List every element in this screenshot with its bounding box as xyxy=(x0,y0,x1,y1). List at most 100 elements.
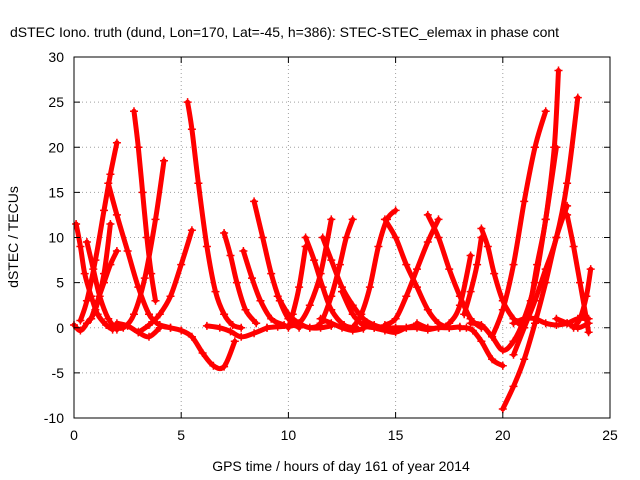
data-point xyxy=(100,206,108,215)
data-point xyxy=(338,323,346,332)
data-point xyxy=(134,143,143,152)
data-point xyxy=(563,210,572,219)
data-point xyxy=(267,314,276,323)
data-series-10 xyxy=(185,99,244,331)
data-point xyxy=(166,323,175,332)
data-point xyxy=(295,319,304,328)
y-tick-label: 0 xyxy=(56,320,64,336)
data-point xyxy=(72,220,81,228)
data-point xyxy=(359,319,368,328)
data-series-41 xyxy=(571,266,594,331)
x-tick-label: 15 xyxy=(388,427,404,443)
data-point xyxy=(198,349,207,357)
x-axis-label: GPS time / hours of day 161 of year 2014 xyxy=(212,458,470,474)
data-point xyxy=(460,310,469,319)
y-tick-label: 25 xyxy=(48,94,64,110)
data-point xyxy=(391,314,400,323)
data-point xyxy=(509,382,518,391)
data-point xyxy=(488,332,497,341)
data-point xyxy=(155,310,164,319)
data-point xyxy=(327,292,336,301)
data-point xyxy=(258,233,267,242)
y-axis-label: dSTEC / TECUs xyxy=(5,186,21,288)
data-point xyxy=(509,260,518,269)
data-point xyxy=(466,287,475,296)
data-point xyxy=(142,233,151,242)
data-point xyxy=(220,310,229,319)
data-point xyxy=(187,125,196,134)
data-point xyxy=(151,296,160,305)
data-point xyxy=(348,310,357,319)
data-point xyxy=(239,247,248,255)
data-point xyxy=(237,332,246,341)
series-layer xyxy=(70,66,595,413)
data-point xyxy=(100,278,108,287)
data-point xyxy=(402,292,411,301)
data-point xyxy=(267,269,276,278)
data-point xyxy=(477,224,486,233)
data-series-29 xyxy=(425,212,484,331)
data-point xyxy=(202,321,211,330)
data-point xyxy=(391,323,400,332)
data-point xyxy=(215,323,224,332)
data-point xyxy=(301,233,310,242)
data-point xyxy=(140,274,149,283)
data-point xyxy=(370,323,379,332)
data-point xyxy=(434,233,443,242)
y-tick-label: -10 xyxy=(44,410,64,426)
data-point xyxy=(194,179,203,188)
data-point xyxy=(327,256,336,265)
data-series-30 xyxy=(414,253,474,331)
data-point xyxy=(273,322,282,331)
x-tick-label: 5 xyxy=(177,427,185,443)
data-series-32 xyxy=(461,235,484,317)
data-point xyxy=(483,242,492,251)
data-point xyxy=(520,355,529,364)
data-point xyxy=(520,197,529,206)
data-point xyxy=(288,310,297,319)
data-point xyxy=(112,319,121,328)
x-tick-label: 0 xyxy=(70,427,78,443)
data-point xyxy=(327,215,336,224)
data-point xyxy=(423,305,432,314)
data-point xyxy=(541,107,550,116)
data-point xyxy=(177,326,186,335)
data-point xyxy=(256,296,265,305)
data-point xyxy=(423,238,432,246)
data-point xyxy=(89,265,98,274)
data-point xyxy=(531,143,539,152)
data-point xyxy=(147,269,156,278)
data-point xyxy=(552,233,561,242)
data-point xyxy=(318,233,327,242)
data-point xyxy=(305,301,314,310)
data-series-6 xyxy=(110,158,167,331)
data-point xyxy=(462,323,471,332)
data-point xyxy=(584,328,593,337)
data-series-24 xyxy=(350,207,399,331)
data-point xyxy=(533,260,542,269)
data-point xyxy=(498,305,507,314)
data-point xyxy=(498,346,507,355)
chart-title: dSTEC Iono. truth (dund, Lon=170, Lat=-4… xyxy=(10,24,559,40)
data-series-40 xyxy=(564,212,592,335)
data-point xyxy=(76,316,85,325)
data-point xyxy=(284,323,293,332)
data-point xyxy=(123,247,132,255)
data-point xyxy=(526,296,535,305)
data-point xyxy=(374,242,383,251)
data-point xyxy=(466,319,475,328)
data-point xyxy=(455,301,464,310)
data-point xyxy=(582,292,591,301)
data-point xyxy=(82,238,91,246)
data-point xyxy=(250,197,259,206)
data-point xyxy=(498,361,507,370)
y-tick-label: 30 xyxy=(48,49,64,65)
data-point xyxy=(342,233,351,242)
data-point xyxy=(413,319,421,328)
data-point xyxy=(586,265,595,274)
data-point xyxy=(327,319,336,328)
y-tick-label: 5 xyxy=(56,275,64,291)
data-series-9 xyxy=(135,227,195,335)
data-point xyxy=(576,278,584,287)
